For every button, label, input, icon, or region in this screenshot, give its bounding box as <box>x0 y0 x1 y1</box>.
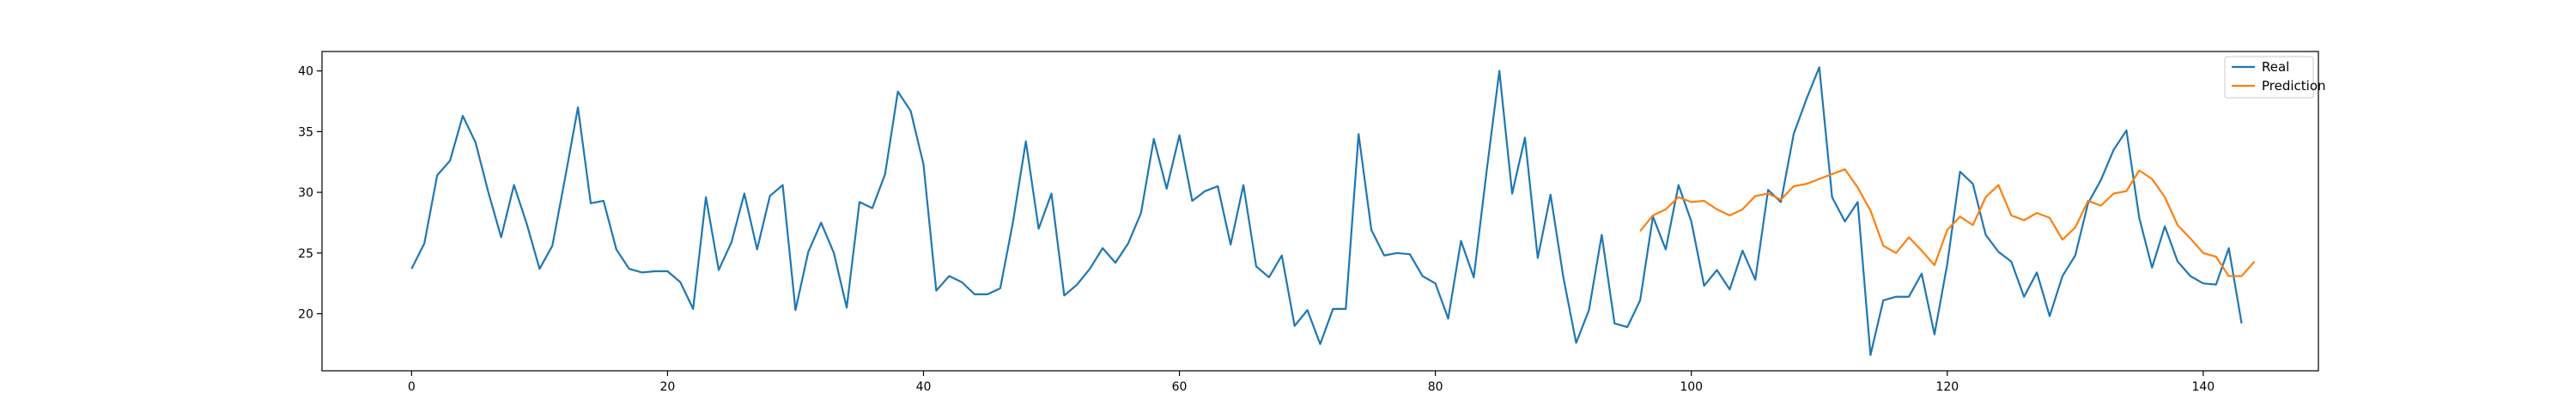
y-tick-label: 35 <box>298 125 313 139</box>
legend-label-real: Real <box>2262 59 2289 75</box>
x-axis: 0 20 40 60 80 100 120 140 <box>408 371 2215 394</box>
series-line-prediction <box>1639 168 2256 277</box>
x-tick-label: 120 <box>1935 380 1959 394</box>
x-tick-label: 140 <box>2191 380 2215 394</box>
series-layer <box>410 66 2256 356</box>
y-tick-label: 20 <box>298 308 313 322</box>
x-tick-label: 20 <box>659 380 675 394</box>
y-axis: 20 25 30 35 40 <box>298 65 322 322</box>
y-tick-label: 40 <box>298 65 313 79</box>
x-tick-label: 100 <box>1680 380 1703 394</box>
x-tick-label: 80 <box>1428 380 1443 394</box>
y-tick-label: 25 <box>298 247 313 261</box>
legend: Real Prediction <box>2224 56 2326 99</box>
legend-label-prediction: Prediction <box>2262 78 2326 94</box>
series-line-real <box>410 66 2243 356</box>
y-tick-label: 30 <box>298 186 313 200</box>
x-tick-label: 40 <box>916 380 932 394</box>
x-tick-label: 0 <box>408 380 416 394</box>
plot-frame <box>321 51 2319 372</box>
x-tick-label: 60 <box>1172 380 1188 394</box>
